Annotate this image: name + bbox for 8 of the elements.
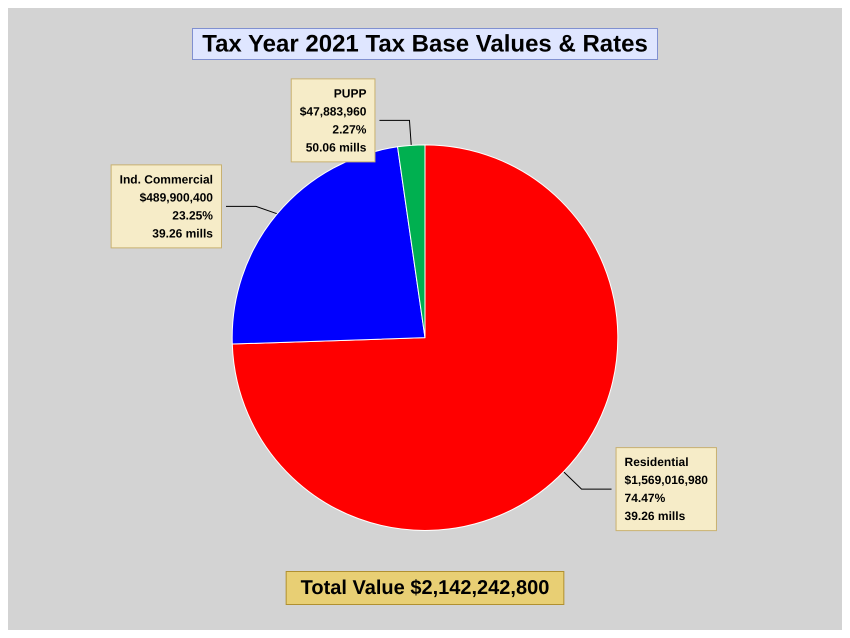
data-label: $1,569,016,980 74.47% 39.26 mills	[624, 473, 708, 524]
slice-label: PUPP	[334, 86, 366, 100]
data-label: $47,883,960 2.27% 50.06 mills	[300, 104, 367, 154]
slice-label: Ind. Commercial	[120, 172, 213, 186]
slice-label: Residential	[624, 455, 689, 470]
chart-title: Tax Year 2021 Tax Base Values & Rates	[202, 30, 648, 58]
data-label: $489,900,400 23.25% 39.26 mills	[140, 190, 214, 240]
text: Total Value $2,142,242,800	[300, 577, 550, 599]
